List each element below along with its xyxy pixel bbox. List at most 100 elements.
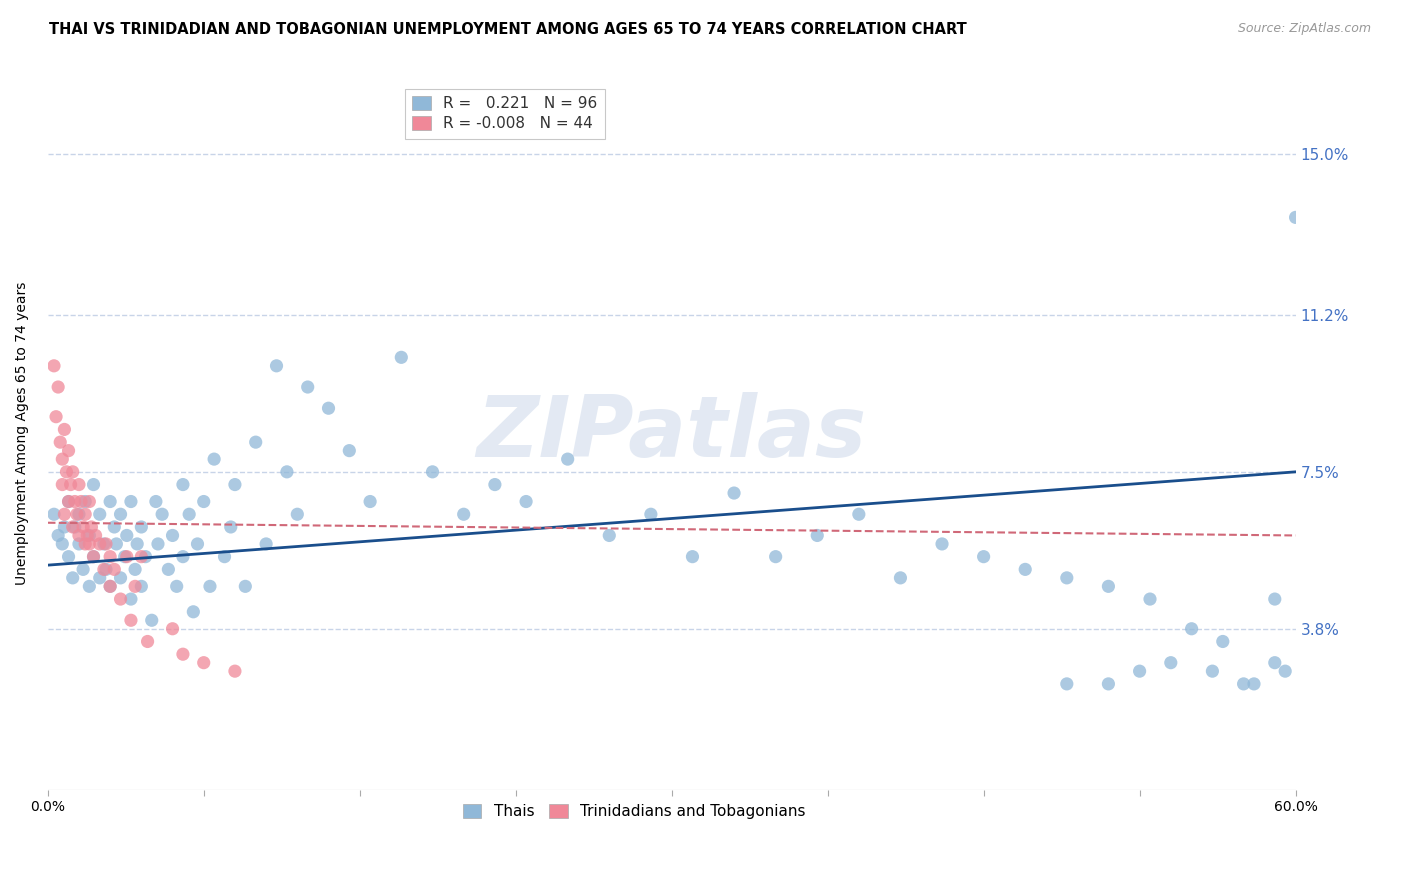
Point — [120, 494, 142, 508]
Point — [157, 562, 180, 576]
Point — [75, 508, 97, 522]
Point — [1274, 664, 1296, 678]
Point — [297, 380, 319, 394]
Point — [389, 351, 412, 365]
Point — [46, 528, 69, 542]
Point — [162, 622, 184, 636]
Point — [53, 520, 76, 534]
Point — [1284, 211, 1306, 225]
Point — [89, 571, 111, 585]
Point — [72, 520, 94, 534]
Point — [224, 477, 246, 491]
Point — [80, 520, 103, 534]
Point — [70, 494, 93, 508]
Point — [110, 592, 132, 607]
Point — [285, 508, 308, 522]
Point — [83, 477, 105, 491]
Point — [127, 537, 149, 551]
Point — [598, 528, 620, 542]
Point — [1129, 664, 1152, 678]
Point — [84, 528, 107, 542]
Point — [1201, 664, 1223, 678]
Point — [1014, 562, 1036, 576]
Point — [42, 508, 65, 522]
Point — [63, 494, 86, 508]
Point — [94, 537, 117, 551]
Point — [98, 494, 121, 508]
Point — [136, 634, 159, 648]
Point — [1264, 656, 1286, 670]
Point — [75, 537, 97, 551]
Point — [640, 508, 662, 522]
Point — [318, 401, 340, 416]
Point — [1097, 677, 1119, 691]
Point — [63, 520, 86, 534]
Point — [110, 571, 132, 585]
Point — [198, 579, 221, 593]
Point — [145, 494, 167, 508]
Point — [219, 520, 242, 534]
Point — [110, 508, 132, 522]
Point — [42, 359, 65, 373]
Point — [515, 494, 537, 508]
Point — [484, 477, 506, 491]
Point — [59, 477, 82, 491]
Point — [124, 579, 146, 593]
Point — [848, 508, 870, 522]
Point — [115, 528, 138, 542]
Point — [254, 537, 277, 551]
Point — [58, 549, 80, 564]
Point — [266, 359, 288, 373]
Point — [115, 549, 138, 564]
Point — [93, 537, 115, 551]
Text: ZIPatlas: ZIPatlas — [477, 392, 866, 475]
Point — [150, 508, 173, 522]
Point — [103, 520, 125, 534]
Point — [75, 494, 97, 508]
Point — [172, 549, 194, 564]
Point — [120, 613, 142, 627]
Point — [131, 549, 153, 564]
Point — [141, 613, 163, 627]
Legend: Thais, Trinidadians and Tobagonians: Thais, Trinidadians and Tobagonians — [457, 797, 811, 825]
Point — [124, 562, 146, 576]
Point — [931, 537, 953, 551]
Point — [162, 528, 184, 542]
Point — [98, 579, 121, 593]
Point — [186, 537, 208, 551]
Point — [94, 562, 117, 576]
Point — [79, 537, 101, 551]
Point — [1097, 579, 1119, 593]
Point — [58, 494, 80, 508]
Point — [53, 508, 76, 522]
Point — [45, 409, 67, 424]
Point — [67, 477, 90, 491]
Point — [245, 435, 267, 450]
Point — [193, 494, 215, 508]
Point — [49, 435, 72, 450]
Point — [98, 579, 121, 593]
Point — [337, 443, 360, 458]
Point — [66, 508, 89, 522]
Point — [53, 422, 76, 436]
Point — [72, 562, 94, 576]
Point — [93, 562, 115, 576]
Point — [224, 664, 246, 678]
Point — [131, 520, 153, 534]
Point — [83, 549, 105, 564]
Point — [453, 508, 475, 522]
Point — [202, 452, 225, 467]
Point — [806, 528, 828, 542]
Point — [55, 465, 77, 479]
Point — [51, 537, 73, 551]
Point — [67, 537, 90, 551]
Point — [557, 452, 579, 467]
Point — [46, 380, 69, 394]
Point — [1056, 677, 1078, 691]
Point — [58, 443, 80, 458]
Point — [131, 579, 153, 593]
Point — [422, 465, 444, 479]
Point — [1264, 592, 1286, 607]
Point — [79, 579, 101, 593]
Point — [166, 579, 188, 593]
